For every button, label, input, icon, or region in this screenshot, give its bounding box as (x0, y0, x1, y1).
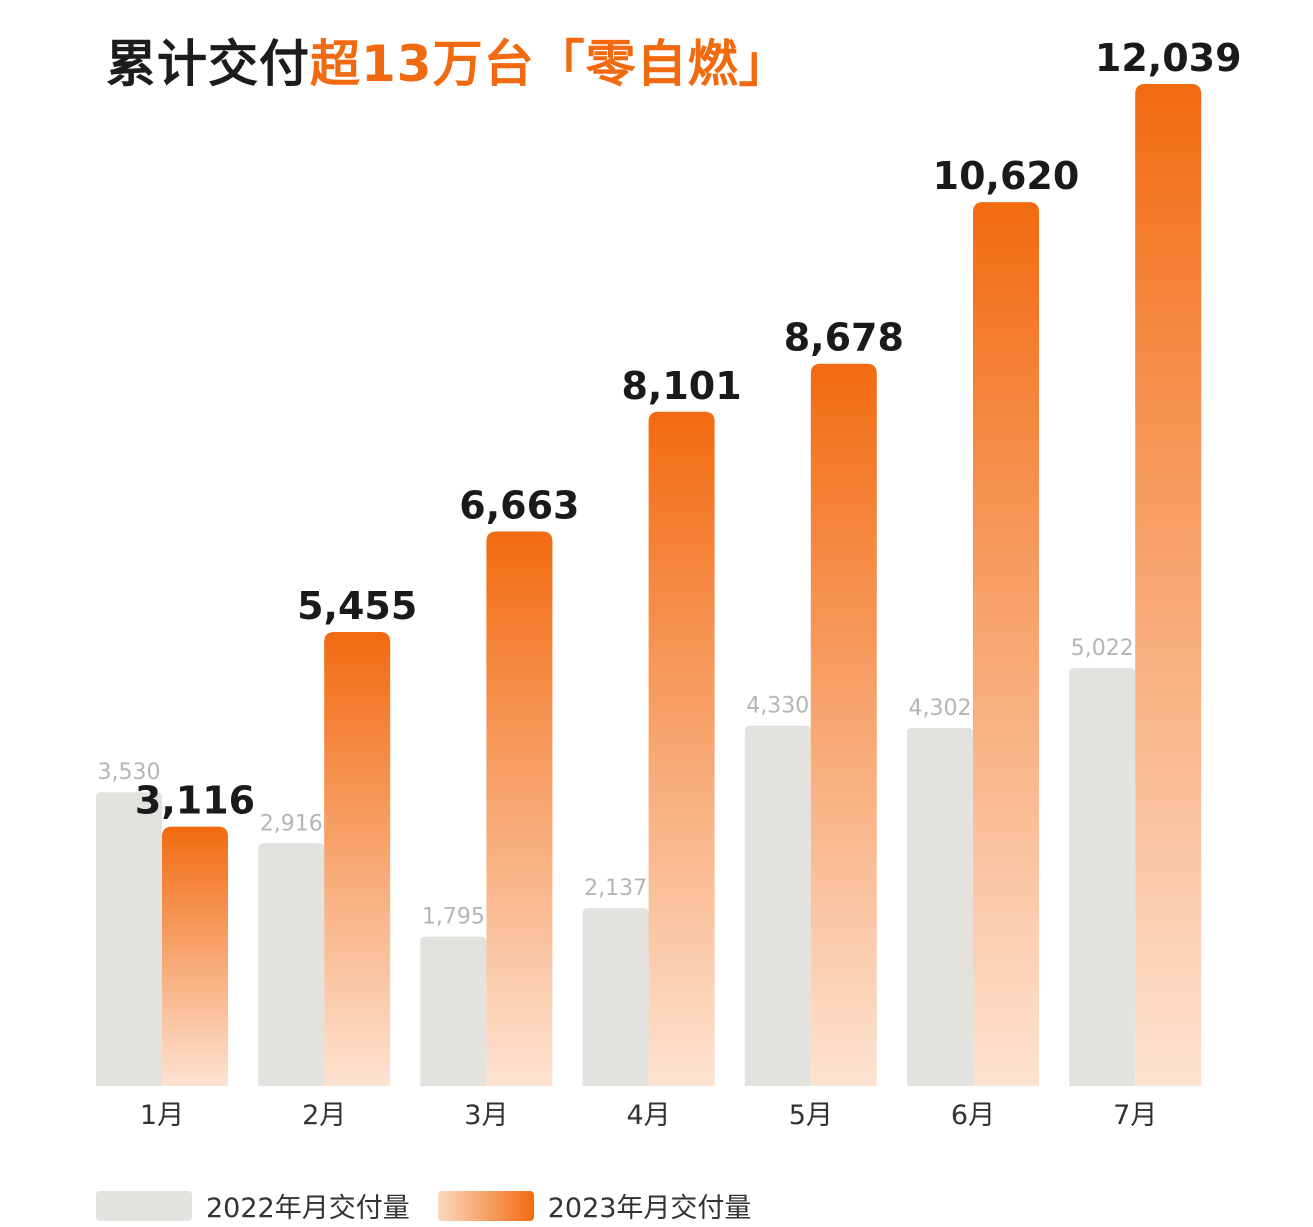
bar-2022-3 (420, 936, 487, 1086)
bar-2023-6 (973, 202, 1039, 1086)
legend-item-2022: 2022年月交付量 (96, 1186, 410, 1225)
bar-2023-5 (810, 363, 877, 1086)
x-tick-label-4: 4月 (627, 1100, 671, 1131)
label-2023-4: 8,101 (621, 364, 741, 408)
legend-item-2023: 2023年月交付量 (437, 1186, 752, 1225)
label-2023-6: 10,620 (933, 154, 1080, 198)
label-2022-4: 2,137 (584, 876, 647, 901)
label-2022-2: 2,916 (260, 811, 323, 836)
bar-2022-1 (96, 792, 162, 1086)
x-tick-label-6: 6月 (951, 1100, 995, 1131)
bar-2022-5 (744, 725, 811, 1086)
bar-2022-4 (582, 908, 649, 1086)
bar-2023-4 (648, 411, 715, 1086)
bar-2023-3 (486, 531, 553, 1086)
label-2023-7: 12,039 (1095, 36, 1242, 80)
x-tick-label-5: 5月 (789, 1100, 833, 1131)
label-2023-5: 8,678 (784, 316, 904, 360)
label-2023-2: 5,455 (297, 584, 417, 628)
legend-swatch-2023 (437, 1190, 534, 1221)
bar-2023-2 (324, 631, 391, 1086)
bar-2023-7 (1135, 84, 1202, 1086)
legend-label-2022: 2022年月交付量 (206, 1193, 410, 1224)
label-2022-1: 3,530 (98, 760, 161, 785)
bar-2022-2 (258, 843, 325, 1086)
title-highlight: 超13万台「零自燃」 (310, 35, 790, 93)
label-2022-3: 1,795 (422, 905, 485, 930)
bar-2023-1 (162, 826, 228, 1086)
label-2022-6: 4,302 (909, 696, 972, 721)
label-2023-3: 6,663 (459, 483, 579, 527)
bar-2022-7 (1069, 668, 1136, 1086)
x-tick-label-1: 1月 (140, 1100, 184, 1131)
legend-label-2023: 2023年月交付量 (547, 1193, 752, 1224)
label-2022-7: 5,022 (1071, 636, 1134, 661)
chart-title: 累计交付超13万台「零自燃」 (106, 24, 790, 96)
chart-legend: 2022年月交付量 2023年月交付量 (96, 1186, 779, 1225)
x-tick-label-7: 7月 (1113, 1100, 1157, 1131)
legend-swatch-2022 (96, 1190, 192, 1221)
bar-2022-6 (907, 727, 973, 1086)
label-2023-1: 3,116 (135, 779, 255, 823)
x-tick-label-3: 3月 (464, 1100, 508, 1131)
title-prefix: 累计交付 (106, 35, 310, 93)
x-tick-label-2: 2月 (302, 1100, 346, 1131)
label-2022-5: 4,330 (746, 694, 809, 719)
